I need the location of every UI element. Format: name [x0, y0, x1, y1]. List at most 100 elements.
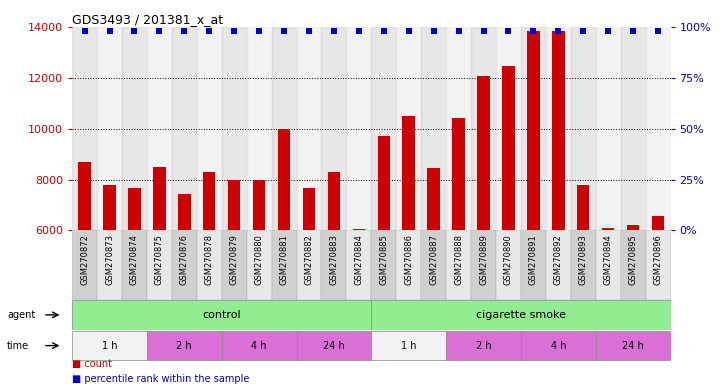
Bar: [122, 27, 147, 230]
Text: 24 h: 24 h: [323, 341, 345, 351]
Bar: [645, 230, 671, 300]
Bar: [103, 185, 116, 230]
Bar: [421, 230, 446, 300]
Bar: [521, 230, 546, 300]
Bar: [496, 230, 521, 300]
Text: 2 h: 2 h: [177, 341, 192, 351]
Bar: [222, 230, 247, 300]
Point: [203, 28, 215, 34]
Point: [503, 28, 514, 34]
Bar: [503, 66, 515, 230]
Text: GSM270884: GSM270884: [354, 234, 363, 285]
Text: GDS3493 / 201381_x_at: GDS3493 / 201381_x_at: [72, 13, 224, 26]
Text: GSM270885: GSM270885: [379, 234, 389, 285]
Text: 24 h: 24 h: [622, 341, 644, 351]
Point: [353, 28, 365, 34]
Bar: [322, 27, 346, 230]
Point: [253, 28, 265, 34]
Bar: [172, 27, 197, 230]
Bar: [346, 27, 371, 230]
Text: cigarette smoke: cigarette smoke: [476, 310, 566, 320]
Bar: [371, 300, 671, 329]
Text: GSM270883: GSM270883: [329, 234, 338, 285]
Text: time: time: [7, 341, 30, 351]
Bar: [471, 27, 496, 230]
Bar: [571, 230, 596, 300]
Bar: [521, 27, 546, 230]
Bar: [397, 27, 421, 230]
Bar: [153, 167, 166, 230]
Point: [428, 28, 439, 34]
Bar: [471, 230, 496, 300]
Text: 1 h: 1 h: [102, 341, 118, 351]
Point: [578, 28, 589, 34]
Point: [552, 28, 564, 34]
Bar: [296, 27, 322, 230]
Text: GSM270878: GSM270878: [205, 234, 213, 285]
Bar: [602, 228, 614, 230]
Text: GSM270887: GSM270887: [429, 234, 438, 285]
Bar: [477, 76, 490, 230]
Bar: [577, 185, 590, 230]
Bar: [278, 129, 291, 230]
Point: [229, 28, 240, 34]
Text: GSM270886: GSM270886: [404, 234, 413, 285]
Bar: [371, 331, 446, 360]
Text: 1 h: 1 h: [401, 341, 417, 351]
Bar: [346, 230, 371, 300]
Bar: [72, 230, 97, 300]
Bar: [378, 136, 390, 230]
Point: [154, 28, 165, 34]
Text: GSM270875: GSM270875: [155, 234, 164, 285]
Text: GSM270894: GSM270894: [603, 234, 613, 285]
Bar: [446, 230, 471, 300]
Point: [403, 28, 415, 34]
Text: GSM270881: GSM270881: [280, 234, 288, 285]
Text: 4 h: 4 h: [551, 341, 566, 351]
Text: ■ count: ■ count: [72, 359, 112, 369]
Point: [328, 28, 340, 34]
Bar: [546, 230, 571, 300]
Bar: [327, 172, 340, 230]
Bar: [652, 217, 664, 230]
Point: [378, 28, 389, 34]
Bar: [596, 27, 621, 230]
Text: GSM270896: GSM270896: [653, 234, 663, 285]
Text: GSM270874: GSM270874: [130, 234, 139, 285]
Bar: [521, 331, 596, 360]
Bar: [452, 118, 465, 230]
Bar: [253, 180, 265, 230]
Point: [478, 28, 490, 34]
Text: GSM270891: GSM270891: [529, 234, 538, 285]
Text: GSM270895: GSM270895: [629, 234, 637, 285]
Bar: [72, 300, 371, 329]
Text: control: control: [203, 310, 241, 320]
Point: [278, 28, 290, 34]
Bar: [446, 27, 471, 230]
Bar: [272, 230, 296, 300]
Point: [528, 28, 539, 34]
Bar: [397, 230, 421, 300]
Bar: [353, 229, 365, 230]
Point: [79, 28, 90, 34]
Bar: [621, 27, 645, 230]
Bar: [596, 230, 621, 300]
Bar: [247, 230, 272, 300]
Bar: [72, 331, 147, 360]
Point: [653, 28, 664, 34]
Text: GSM270892: GSM270892: [554, 234, 563, 285]
Bar: [627, 225, 640, 230]
Point: [128, 28, 140, 34]
Bar: [402, 116, 415, 230]
Bar: [178, 194, 190, 230]
Bar: [97, 27, 122, 230]
Text: GSM270893: GSM270893: [579, 234, 588, 285]
Bar: [546, 27, 571, 230]
Bar: [421, 27, 446, 230]
Bar: [621, 230, 645, 300]
Bar: [247, 27, 272, 230]
Text: GSM270880: GSM270880: [255, 234, 264, 285]
Bar: [79, 162, 91, 230]
Bar: [228, 180, 240, 230]
Text: GSM270879: GSM270879: [230, 234, 239, 285]
